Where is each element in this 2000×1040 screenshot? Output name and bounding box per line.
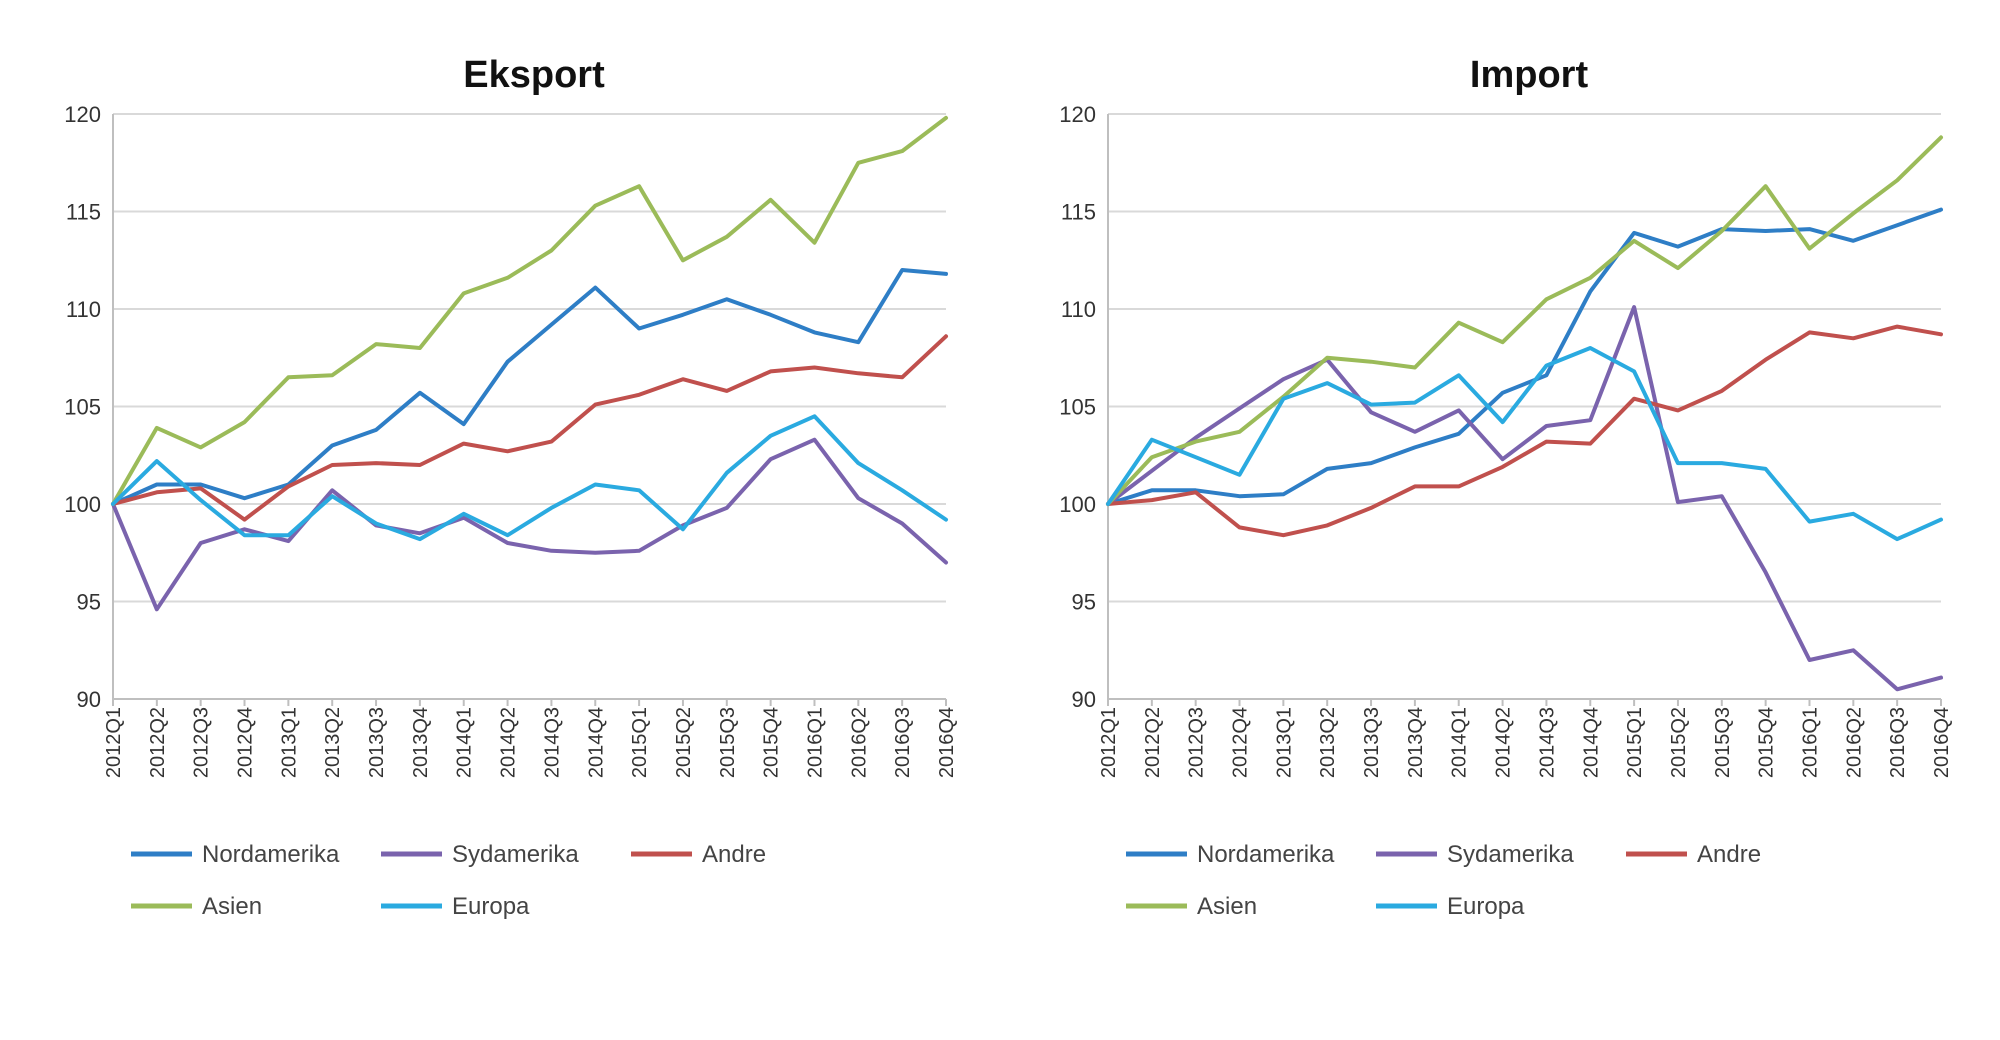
legend-item-nordamerika: Nordamerika bbox=[1126, 841, 1335, 868]
legend-label: Andre bbox=[702, 841, 766, 868]
y-tick-label: 105 bbox=[1059, 395, 1096, 420]
x-tick-label: 2014Q1 bbox=[1449, 707, 1471, 778]
series-line-andre bbox=[1106, 324, 1943, 538]
legend-label: Sydamerika bbox=[452, 841, 579, 868]
x-tick-label: 2013Q3 bbox=[1361, 707, 1383, 778]
legend-label: Nordamerika bbox=[1197, 841, 1335, 868]
chart-eksport: Eksport 90 95 100 105 110 115 120 2012Q1 2012Q2 20… bbox=[64, 54, 958, 920]
x-tick-label: 2013Q2 bbox=[322, 707, 344, 778]
y-tick-label: 90 bbox=[77, 687, 101, 712]
y-tick-label: 110 bbox=[1061, 297, 1096, 322]
series-line-sydamerika bbox=[1106, 305, 1943, 692]
x-tick-label: 2012Q2 bbox=[147, 707, 169, 778]
x-tick-label: 2013Q1 bbox=[278, 707, 300, 778]
series-line-sydamerika bbox=[111, 437, 948, 612]
x-tick-label: 2013Q1 bbox=[1273, 707, 1295, 778]
legend-label: Europa bbox=[1447, 893, 1525, 920]
x-tick-label: 2013Q4 bbox=[1405, 707, 1427, 778]
series-line-andre bbox=[111, 334, 948, 522]
legend-label: Sydamerika bbox=[1447, 841, 1574, 868]
x-tick-label: 2012Q1 bbox=[103, 707, 125, 778]
y-tick-label: 90 bbox=[1072, 687, 1096, 712]
series-line-europa bbox=[111, 414, 948, 542]
x-tick-label: 2012Q4 bbox=[235, 707, 257, 778]
x-tick-label: 2016Q3 bbox=[892, 707, 914, 778]
x-tick-label: 2014Q4 bbox=[1580, 707, 1602, 778]
x-tick-label: 2015Q4 bbox=[1756, 707, 1778, 778]
x-tick-label: 2012Q3 bbox=[191, 707, 213, 778]
series-line-nordamerika bbox=[1106, 207, 1943, 506]
legend-item-europa: Europa bbox=[381, 893, 530, 920]
series-line-asien bbox=[111, 115, 948, 506]
x-tick-label: 2016Q1 bbox=[1799, 707, 1821, 778]
x-tick-label: 2013Q4 bbox=[410, 707, 432, 778]
y-tick-label: 120 bbox=[64, 102, 101, 127]
y-tick-label: 105 bbox=[64, 395, 101, 420]
x-tick-label: 2016Q2 bbox=[1843, 707, 1865, 778]
series-line-europa bbox=[1106, 346, 1943, 542]
legend-label: Europa bbox=[452, 893, 530, 920]
legend-label: Nordamerika bbox=[202, 841, 340, 868]
legend-item-sydamerika: Sydamerika bbox=[1376, 841, 1574, 868]
x-tick-label: 2016Q2 bbox=[848, 707, 870, 778]
x-tick-label: 2012Q2 bbox=[1142, 707, 1164, 778]
legend-item-nordamerika: Nordamerika bbox=[131, 841, 340, 868]
legend-item-asien: Asien bbox=[1126, 893, 1257, 920]
x-tick-label: 2015Q2 bbox=[673, 707, 695, 778]
chart-import: Import 90 95 100 105 110 115 120 2012Q1 2012Q2 201… bbox=[1059, 54, 1953, 920]
y-tick-label: 95 bbox=[1072, 590, 1096, 615]
x-tick-label: 2012Q3 bbox=[1186, 707, 1208, 778]
x-tick-label: 2015Q1 bbox=[629, 707, 651, 778]
series-line-asien bbox=[1106, 135, 1943, 506]
x-tick-label: 2012Q1 bbox=[1098, 707, 1120, 778]
x-tick-label: 2014Q2 bbox=[498, 707, 520, 778]
y-tick-label: 95 bbox=[77, 590, 101, 615]
y-tick-label: 100 bbox=[1059, 492, 1096, 517]
legend-item-asien: Asien bbox=[131, 893, 262, 920]
x-tick-label: 2016Q3 bbox=[1887, 707, 1909, 778]
x-tick-label: 2013Q3 bbox=[366, 707, 388, 778]
legend-label: Asien bbox=[202, 893, 262, 920]
x-tick-label: 2016Q4 bbox=[1931, 707, 1953, 778]
legend-item-andre: Andre bbox=[631, 841, 766, 868]
x-tick-label: 2015Q4 bbox=[761, 707, 783, 778]
x-tick-label: 2014Q4 bbox=[585, 707, 607, 778]
x-tick-label: 2012Q4 bbox=[1230, 707, 1252, 778]
series-line-nordamerika bbox=[111, 268, 948, 506]
x-tick-label: 2014Q3 bbox=[541, 707, 563, 778]
x-tick-label: 2013Q2 bbox=[1317, 707, 1339, 778]
legend-label: Asien bbox=[1197, 893, 1257, 920]
x-tick-label: 2015Q3 bbox=[1712, 707, 1734, 778]
y-tick-label: 120 bbox=[1059, 102, 1096, 127]
chart-title: Import bbox=[1470, 54, 1589, 96]
x-tick-label: 2015Q2 bbox=[1668, 707, 1690, 778]
legend-label: Andre bbox=[1697, 841, 1761, 868]
x-tick-label: 2014Q3 bbox=[1536, 707, 1558, 778]
legend-item-europa: Europa bbox=[1376, 893, 1525, 920]
y-tick-label: 115 bbox=[66, 200, 101, 225]
chart-title: Eksport bbox=[463, 54, 605, 96]
x-tick-label: 2014Q2 bbox=[1493, 707, 1515, 778]
x-tick-label: 2014Q1 bbox=[454, 707, 476, 778]
legend-item-sydamerika: Sydamerika bbox=[381, 841, 579, 868]
x-tick-label: 2016Q1 bbox=[804, 707, 826, 778]
legend-item-andre: Andre bbox=[1626, 841, 1761, 868]
x-tick-label: 2015Q3 bbox=[717, 707, 739, 778]
x-tick-label: 2016Q4 bbox=[936, 707, 958, 778]
y-tick-label: 110 bbox=[66, 297, 101, 322]
y-tick-label: 100 bbox=[64, 492, 101, 517]
y-tick-label: 115 bbox=[1061, 200, 1096, 225]
x-tick-label: 2015Q1 bbox=[1624, 707, 1646, 778]
